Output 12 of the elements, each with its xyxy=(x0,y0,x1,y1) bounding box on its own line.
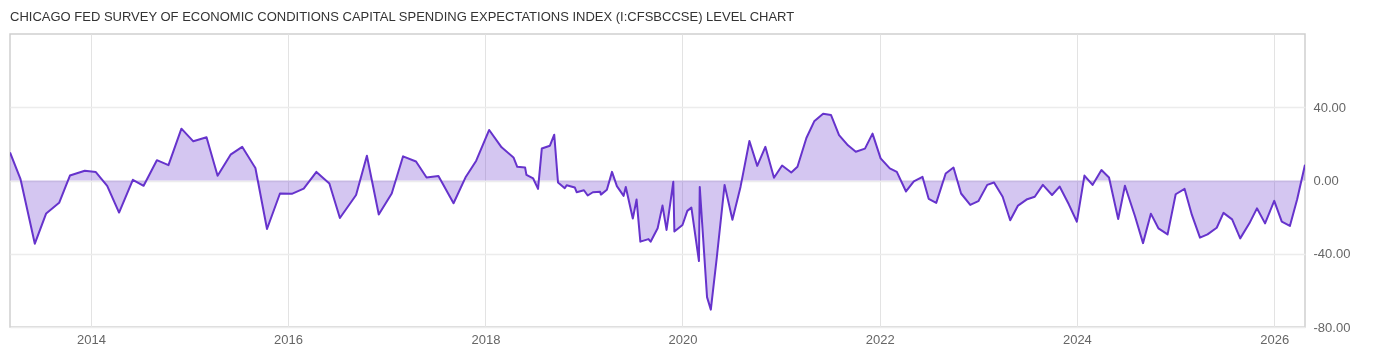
y-tick-label: 40.00 xyxy=(1313,99,1347,115)
x-tick-label: 2018 xyxy=(471,331,501,347)
x-tick-label: 2026 xyxy=(1260,331,1290,347)
x-tick-label: 2022 xyxy=(865,331,895,347)
y-tick-label: -40.00 xyxy=(1313,246,1351,262)
x-tick-label: 2020 xyxy=(668,331,698,347)
x-tick-label: 2016 xyxy=(274,331,304,347)
x-tick-label: 2014 xyxy=(77,331,106,347)
chart-title: CHICAGO FED SURVEY OF ECONOMIC CONDITIONS CAPITAL SPENDING EXPECTATIONS INDEX (I:CFSBCCSE) LEVEL CHART xyxy=(10,9,795,24)
y-tick-label: -80.00 xyxy=(1313,319,1351,335)
x-tick-label: 2024 xyxy=(1062,331,1092,347)
y-tick-label: 0.00 xyxy=(1313,173,1339,188)
